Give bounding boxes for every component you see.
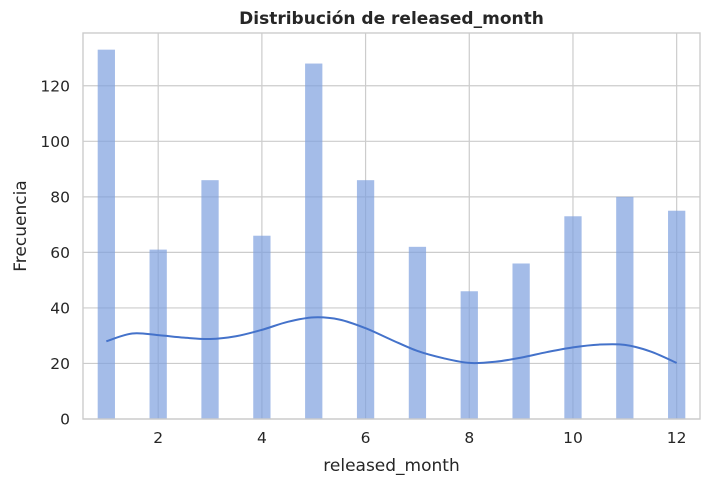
histogram-bar: [356, 180, 375, 419]
plot-frame: [82, 32, 701, 420]
kde-line: [106, 316, 678, 365]
histogram-bar: [668, 210, 686, 419]
x-axis-label: released_month: [323, 456, 459, 476]
y-tick-labels: 0 20 40 60 80 100 120: [40, 77, 70, 428]
x-tick-label: 4: [257, 429, 267, 447]
histogram-bar: [97, 49, 115, 420]
histogram-bar: [253, 235, 271, 419]
x-tick-label: 12: [667, 429, 687, 447]
histogram-bar: [201, 180, 219, 419]
y-tick-label: 0: [60, 411, 70, 429]
y-tick-label: 80: [50, 188, 70, 206]
y-axis-label: Frecuencia: [11, 180, 31, 271]
grid: [83, 33, 700, 420]
histogram-bars: [97, 49, 686, 420]
histogram-bar: [460, 291, 478, 419]
kde-layer: [106, 316, 678, 365]
histogram-bar: [512, 263, 530, 419]
y-tick-label: 120: [40, 77, 70, 95]
x-tick-labels: 2 4 6 8 10 12: [153, 429, 686, 447]
histogram-bar: [408, 246, 427, 419]
x-tick-label: 8: [464, 429, 474, 447]
chart-title: Distribución de released_month: [239, 9, 544, 29]
y-tick-label: 100: [40, 133, 70, 151]
y-tick-label: 40: [50, 299, 70, 317]
x-tick-label: 2: [153, 429, 163, 447]
x-tick-label: 10: [563, 429, 583, 447]
x-tick-label: 6: [361, 429, 371, 447]
y-tick-label: 20: [50, 355, 70, 373]
y-tick-label: 60: [50, 244, 70, 262]
histogram-bar: [616, 196, 634, 419]
histogram-bar: [305, 63, 323, 420]
histogram-bar: [564, 216, 582, 419]
